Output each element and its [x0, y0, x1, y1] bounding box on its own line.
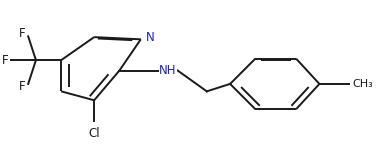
- Text: NH: NH: [159, 64, 177, 77]
- Text: F: F: [2, 54, 8, 67]
- Text: Cl: Cl: [89, 127, 100, 140]
- Text: N: N: [145, 31, 154, 44]
- Text: F: F: [19, 27, 26, 40]
- Text: F: F: [19, 80, 26, 93]
- Text: CH₃: CH₃: [353, 79, 373, 89]
